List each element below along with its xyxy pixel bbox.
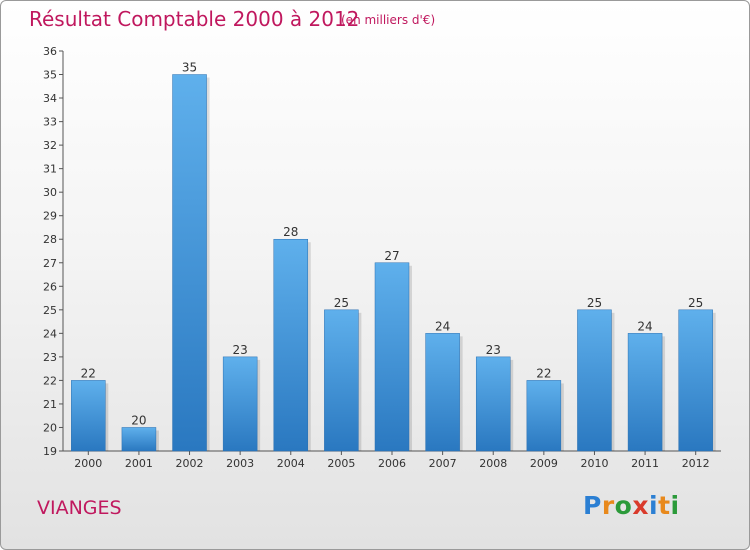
- x-tick-label: 2007: [429, 457, 457, 470]
- bar: [374, 262, 410, 452]
- x-tick-label: 2003: [226, 457, 254, 470]
- y-tick-label: 32: [43, 139, 57, 152]
- y-tick-label: 34: [43, 92, 57, 105]
- chart-subtitle: (en milliers d'€): [341, 13, 436, 27]
- bar-value-label: 24: [637, 319, 652, 333]
- logo-letter: t: [658, 491, 671, 520]
- bar-value-label: 24: [435, 319, 450, 333]
- bar: [526, 380, 562, 452]
- bar: [172, 74, 207, 452]
- bar-value-label: 35: [182, 61, 197, 75]
- logo-letter: P: [583, 491, 602, 520]
- bar-value-label: 27: [384, 249, 399, 263]
- bar-value-label: 23: [486, 343, 501, 357]
- bar: [475, 356, 511, 452]
- y-tick-label: 23: [43, 351, 57, 364]
- x-tick-label: 2004: [277, 457, 305, 470]
- x-tick-label: 2005: [327, 457, 355, 470]
- logo-letter: i: [670, 491, 680, 520]
- bar-value-label: 20: [131, 413, 146, 427]
- bar-value-label: 28: [283, 225, 298, 239]
- y-tick-label: 33: [43, 116, 57, 129]
- x-tick-label: 2010: [580, 457, 608, 470]
- bar-value-label: 25: [587, 296, 602, 310]
- x-tick-label: 2008: [479, 457, 507, 470]
- y-tick-label: 22: [43, 374, 57, 387]
- y-tick-label: 29: [43, 210, 57, 223]
- bar: [222, 356, 258, 452]
- x-tick-label: 2009: [530, 457, 558, 470]
- y-tick-label: 27: [43, 257, 57, 270]
- x-tick-label: 2001: [125, 457, 153, 470]
- logo-letter: o: [614, 491, 633, 520]
- y-tick-label: 25: [43, 304, 57, 317]
- y-tick-label: 31: [43, 163, 57, 176]
- bar: [425, 333, 460, 452]
- y-tick-label: 26: [43, 280, 57, 293]
- x-tick-label: 2002: [176, 457, 204, 470]
- bar: [678, 309, 713, 452]
- logo-letter: r: [601, 491, 615, 520]
- x-tick-label: 2011: [631, 457, 659, 470]
- commune-name: VIANGES: [37, 497, 122, 519]
- logo-letter: i: [649, 491, 659, 520]
- y-tick-label: 36: [43, 45, 57, 58]
- x-tick-label: 2000: [74, 457, 102, 470]
- chart-title: Résultat Comptable 2000 à 2012: [29, 7, 360, 31]
- bar-value-label: 22: [81, 366, 96, 380]
- y-tick-label: 30: [43, 186, 57, 199]
- bar: [121, 427, 157, 452]
- x-tick-label: 2012: [682, 457, 710, 470]
- bar: [71, 380, 106, 452]
- bar-value-label: 25: [688, 296, 703, 310]
- y-tick-label: 35: [43, 69, 57, 82]
- bar-value-label: 23: [233, 343, 248, 357]
- bar: [324, 309, 359, 452]
- y-tick-label: 19: [43, 445, 57, 458]
- y-tick-label: 28: [43, 233, 57, 246]
- y-tick-label: 21: [43, 398, 57, 411]
- bar: [627, 333, 663, 452]
- bar: [577, 309, 612, 452]
- y-tick-label: 24: [43, 327, 57, 340]
- bar-value-label: 22: [536, 366, 551, 380]
- bar: [273, 238, 309, 452]
- y-tick-label: 20: [43, 421, 57, 434]
- x-tick-label: 2006: [378, 457, 406, 470]
- proxiti-logo: Proxiti: [583, 491, 680, 520]
- bar-value-label: 25: [334, 296, 349, 310]
- logo-letter: x: [632, 491, 649, 520]
